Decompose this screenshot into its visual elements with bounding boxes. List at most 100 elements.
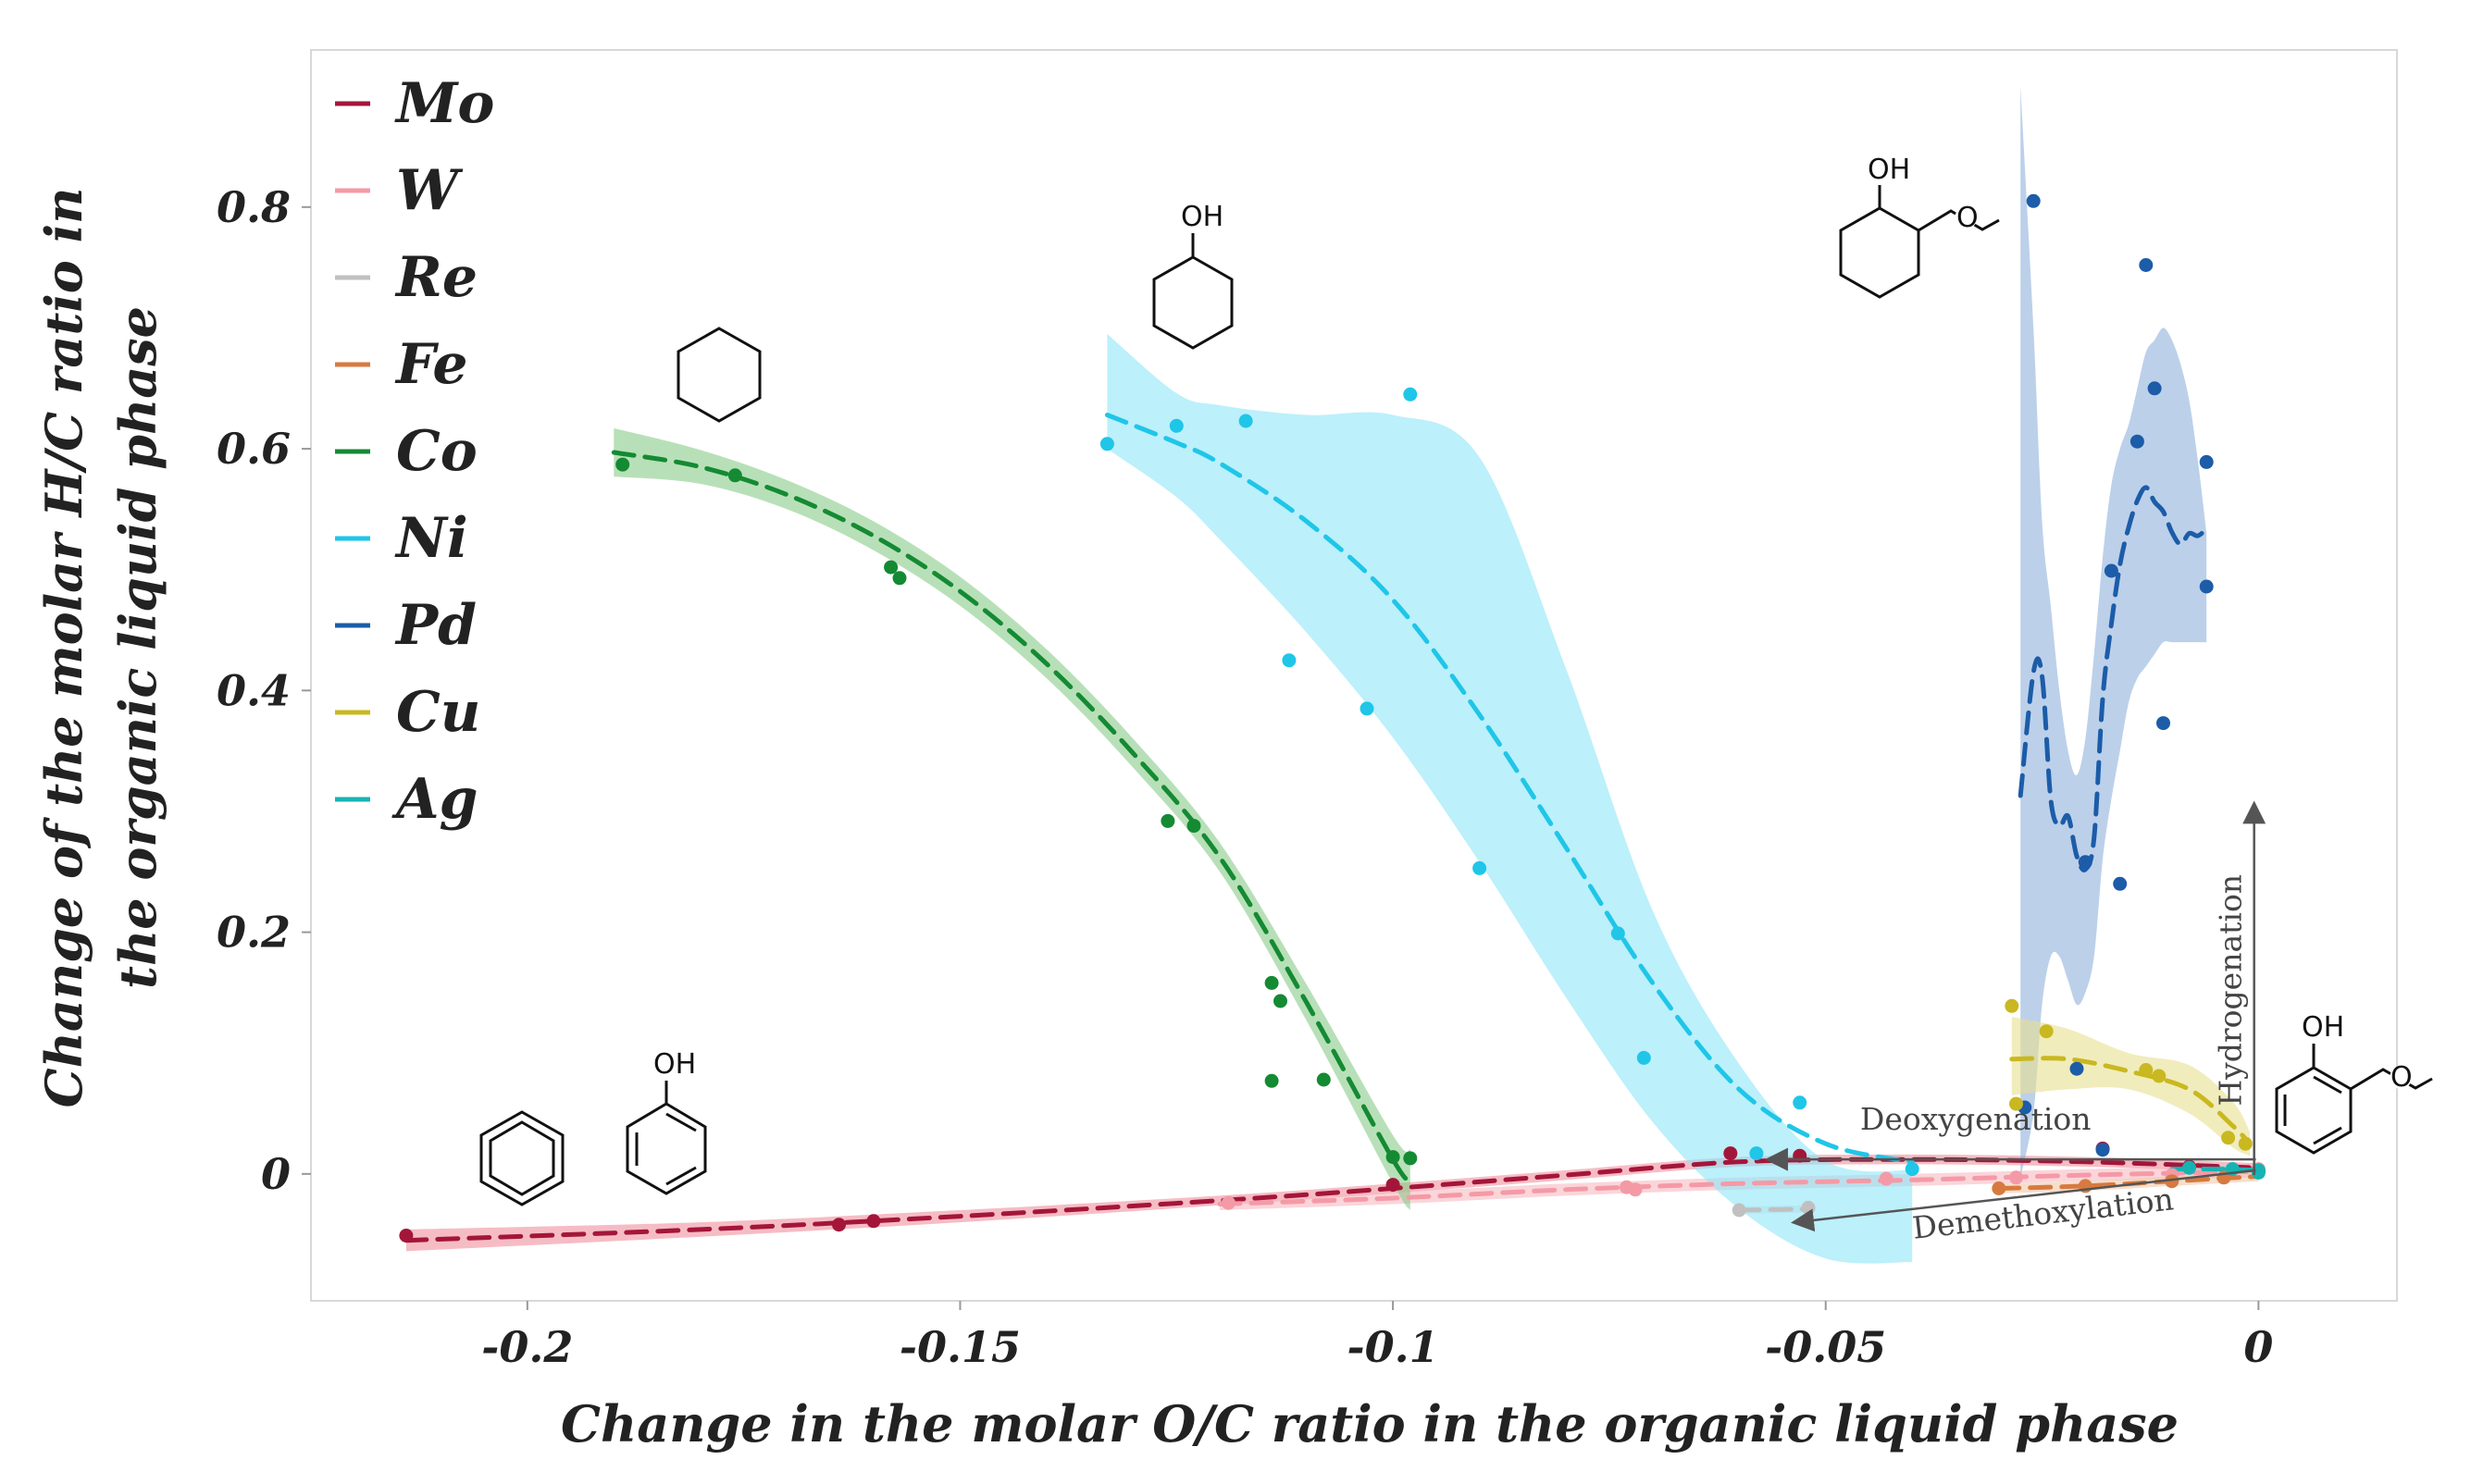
- point-ni-11: [1905, 1162, 1919, 1177]
- point-mo-5: [1793, 1148, 1807, 1163]
- legend-label-pd: Pd: [394, 593, 477, 658]
- point-co-0: [615, 457, 630, 472]
- point-pd-6: [2199, 579, 2214, 594]
- cyclohexanol-structure: OH: [1152, 201, 1234, 350]
- point-ag-0: [2182, 1160, 2196, 1175]
- y-tick-label: 0.8: [217, 182, 291, 232]
- point-ni-1: [1169, 418, 1184, 433]
- point-ni-2: [1238, 414, 1253, 428]
- point-pd-9: [2113, 876, 2128, 891]
- point-re-0: [1732, 1203, 1746, 1218]
- legend-label-ni: Ni: [394, 506, 468, 571]
- arrow-demethoxylation: [1791, 1169, 2256, 1232]
- point-ni-5: [1403, 387, 1418, 402]
- point-fe-2: [2165, 1174, 2179, 1189]
- point-cu-0: [2005, 998, 2019, 1013]
- fit-line-w: [1217, 1169, 2261, 1206]
- guaiacol-structure: OH O: [2275, 1011, 2433, 1155]
- point-ni-8: [1636, 1050, 1651, 1065]
- point-pd-7: [2156, 716, 2170, 731]
- point-co-1: [727, 468, 742, 483]
- point-co-2: [884, 560, 899, 575]
- point-fe-0: [1992, 1181, 2006, 1195]
- point-cu-4: [2238, 1136, 2253, 1151]
- y-tick-label: 0.2: [217, 908, 291, 958]
- point-w-0: [1221, 1195, 1236, 1210]
- legend-label-re: Re: [394, 245, 478, 310]
- point-co-6: [1264, 975, 1279, 990]
- band-mo: [405, 1154, 2259, 1252]
- legend-label-w: W: [396, 158, 464, 223]
- point-cu-3: [2152, 1069, 2167, 1083]
- point-pd-10: [2069, 1061, 2084, 1076]
- annotation-deoxygenation: Deoxygenation: [1860, 1101, 2092, 1137]
- point-pd-1: [2139, 258, 2154, 272]
- point-ni-6: [1472, 860, 1487, 875]
- point-pd-8: [2078, 855, 2092, 870]
- legend: Mo W Re Fe Co Ni Pd Cu Ag: [335, 71, 494, 832]
- point-ni-9: [1749, 1146, 1764, 1161]
- band-ni: [1107, 334, 1913, 1264]
- point-co-4: [1161, 813, 1175, 828]
- methoxycyclohexanol-oh-label: OH: [1868, 154, 1910, 186]
- point-pd-4: [2199, 454, 2214, 469]
- point-co-3: [892, 571, 907, 586]
- point-mo-3: [1385, 1178, 1400, 1193]
- fit-line-pd: [2018, 485, 2209, 872]
- guaiacol-oh-label: OH: [2302, 1011, 2344, 1044]
- confidence-bands: [405, 86, 2259, 1264]
- point-pd-11: [2095, 1143, 2110, 1157]
- point-pd-5: [2104, 563, 2118, 578]
- x-tick-label: -0.05: [1765, 1322, 1886, 1372]
- point-co-7: [1273, 994, 1287, 1008]
- x-tick-label: -0.1: [1347, 1322, 1439, 1372]
- x-axis-ticks: -0.2 -0.15 -0.1 -0.05 0: [481, 1301, 2273, 1372]
- legend-label-mo: Mo: [394, 71, 494, 136]
- y-tick-label: 0: [261, 1149, 291, 1199]
- point-pd-3: [2130, 434, 2144, 449]
- y-axis-title-line-2: the organic liquid phase: [108, 306, 168, 989]
- point-pd-0: [2026, 193, 2041, 208]
- point-ni-3: [1282, 653, 1297, 668]
- cyclohexane-structure: [677, 327, 762, 423]
- fit-line-co: [611, 450, 1413, 1182]
- band-cu: [2011, 1017, 2250, 1156]
- point-w-2: [1628, 1182, 1643, 1197]
- x-tick-label: -0.15: [900, 1322, 1021, 1372]
- y-tick-label: 0.4: [217, 665, 291, 715]
- point-cu-2: [2139, 1063, 2154, 1077]
- phenol-oh-label: OH: [653, 1048, 696, 1081]
- guaiacol-methoxy-o-label: O: [2390, 1061, 2413, 1094]
- x-tick-label: -0.2: [481, 1322, 573, 1372]
- x-axis-title: Change in the molar O/C ratio in the org…: [561, 1394, 2179, 1453]
- annotation-hydrogenation: Hydrogenation: [2213, 874, 2249, 1107]
- phenol-structure: OH: [626, 1048, 707, 1195]
- point-w-4: [2009, 1170, 2023, 1185]
- point-mo-1: [832, 1218, 846, 1232]
- cyclohexanol-oh-label: OH: [1181, 201, 1223, 233]
- benzene-structure: [479, 1110, 565, 1206]
- point-pd-2: [2147, 381, 2162, 396]
- legend-label-cu: Cu: [396, 680, 480, 745]
- fit-line-ni: [1104, 413, 1915, 1165]
- point-w-3: [1879, 1171, 1894, 1186]
- point-co-9: [1316, 1072, 1331, 1087]
- legend-label-fe: Fe: [394, 332, 468, 397]
- band-pd: [2020, 86, 2207, 1178]
- point-ni-10: [1793, 1095, 1807, 1110]
- x-tick-label: 0: [2243, 1322, 2273, 1372]
- point-cu-6: [2009, 1096, 2023, 1111]
- point-mo-2: [866, 1214, 881, 1229]
- y-axis-title-line-1: Change of the molar H/C ratio in: [34, 188, 93, 1108]
- point-mo-4: [1723, 1146, 1738, 1161]
- point-cu-1: [2039, 1024, 2054, 1039]
- methoxycyclohexanol-structure: OH O: [1839, 154, 2000, 299]
- y-axis-ticks: 0 0.2 0.4 0.6 0.8: [217, 182, 311, 1199]
- point-co-8: [1264, 1073, 1279, 1088]
- y-tick-label: 0.6: [217, 424, 291, 474]
- point-re-1: [1801, 1200, 1816, 1215]
- point-co-5: [1186, 819, 1201, 834]
- point-co-11: [1403, 1151, 1418, 1166]
- plot-frame: [310, 49, 2398, 1302]
